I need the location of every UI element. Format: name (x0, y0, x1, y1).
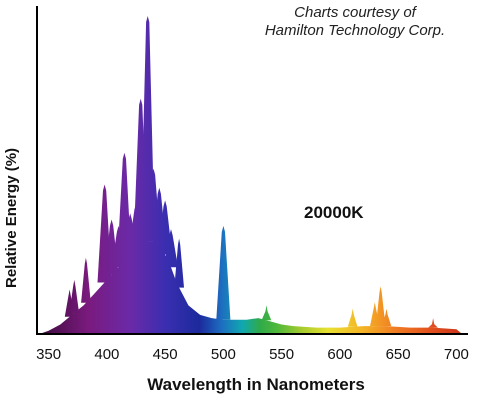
x-tick-label: 500 (211, 346, 236, 363)
spectrum-peak (381, 308, 392, 327)
plot-area (39, 16, 463, 334)
x-tick-label: 450 (153, 346, 178, 363)
spectrum-peak (216, 225, 231, 320)
spectrum-peak (69, 279, 80, 313)
x-tick-label: 350 (36, 346, 61, 363)
x-tick-label: 700 (444, 346, 469, 363)
x-tick-label: 650 (386, 346, 411, 363)
color-temperature-label: 20000K (304, 203, 364, 222)
credit-line-1: Charts courtesy of (294, 4, 418, 21)
spectrum-peaks (64, 16, 438, 328)
spectrum-peak (81, 257, 91, 303)
spectrum-peak (174, 238, 184, 288)
spectrum-baseline-area (39, 241, 463, 334)
x-tick-label: 550 (269, 346, 294, 363)
spectrum-peak (261, 305, 272, 321)
spectrum-peak (428, 318, 438, 328)
x-axis-label: Wavelength in Nanometers (147, 375, 365, 394)
credit-line-2: Hamilton Technology Corp. (265, 22, 445, 39)
x-tick-label: 400 (94, 346, 119, 363)
spectrum-peak (163, 229, 178, 268)
x-tick-label: 600 (327, 346, 352, 363)
x-tick-labels: 350 400 450 500 550 600 650 700 (36, 346, 469, 363)
spectrum-peak (347, 308, 358, 327)
y-axis-label: Relative Energy (%) (3, 148, 20, 288)
spectrum-peak (375, 286, 386, 327)
